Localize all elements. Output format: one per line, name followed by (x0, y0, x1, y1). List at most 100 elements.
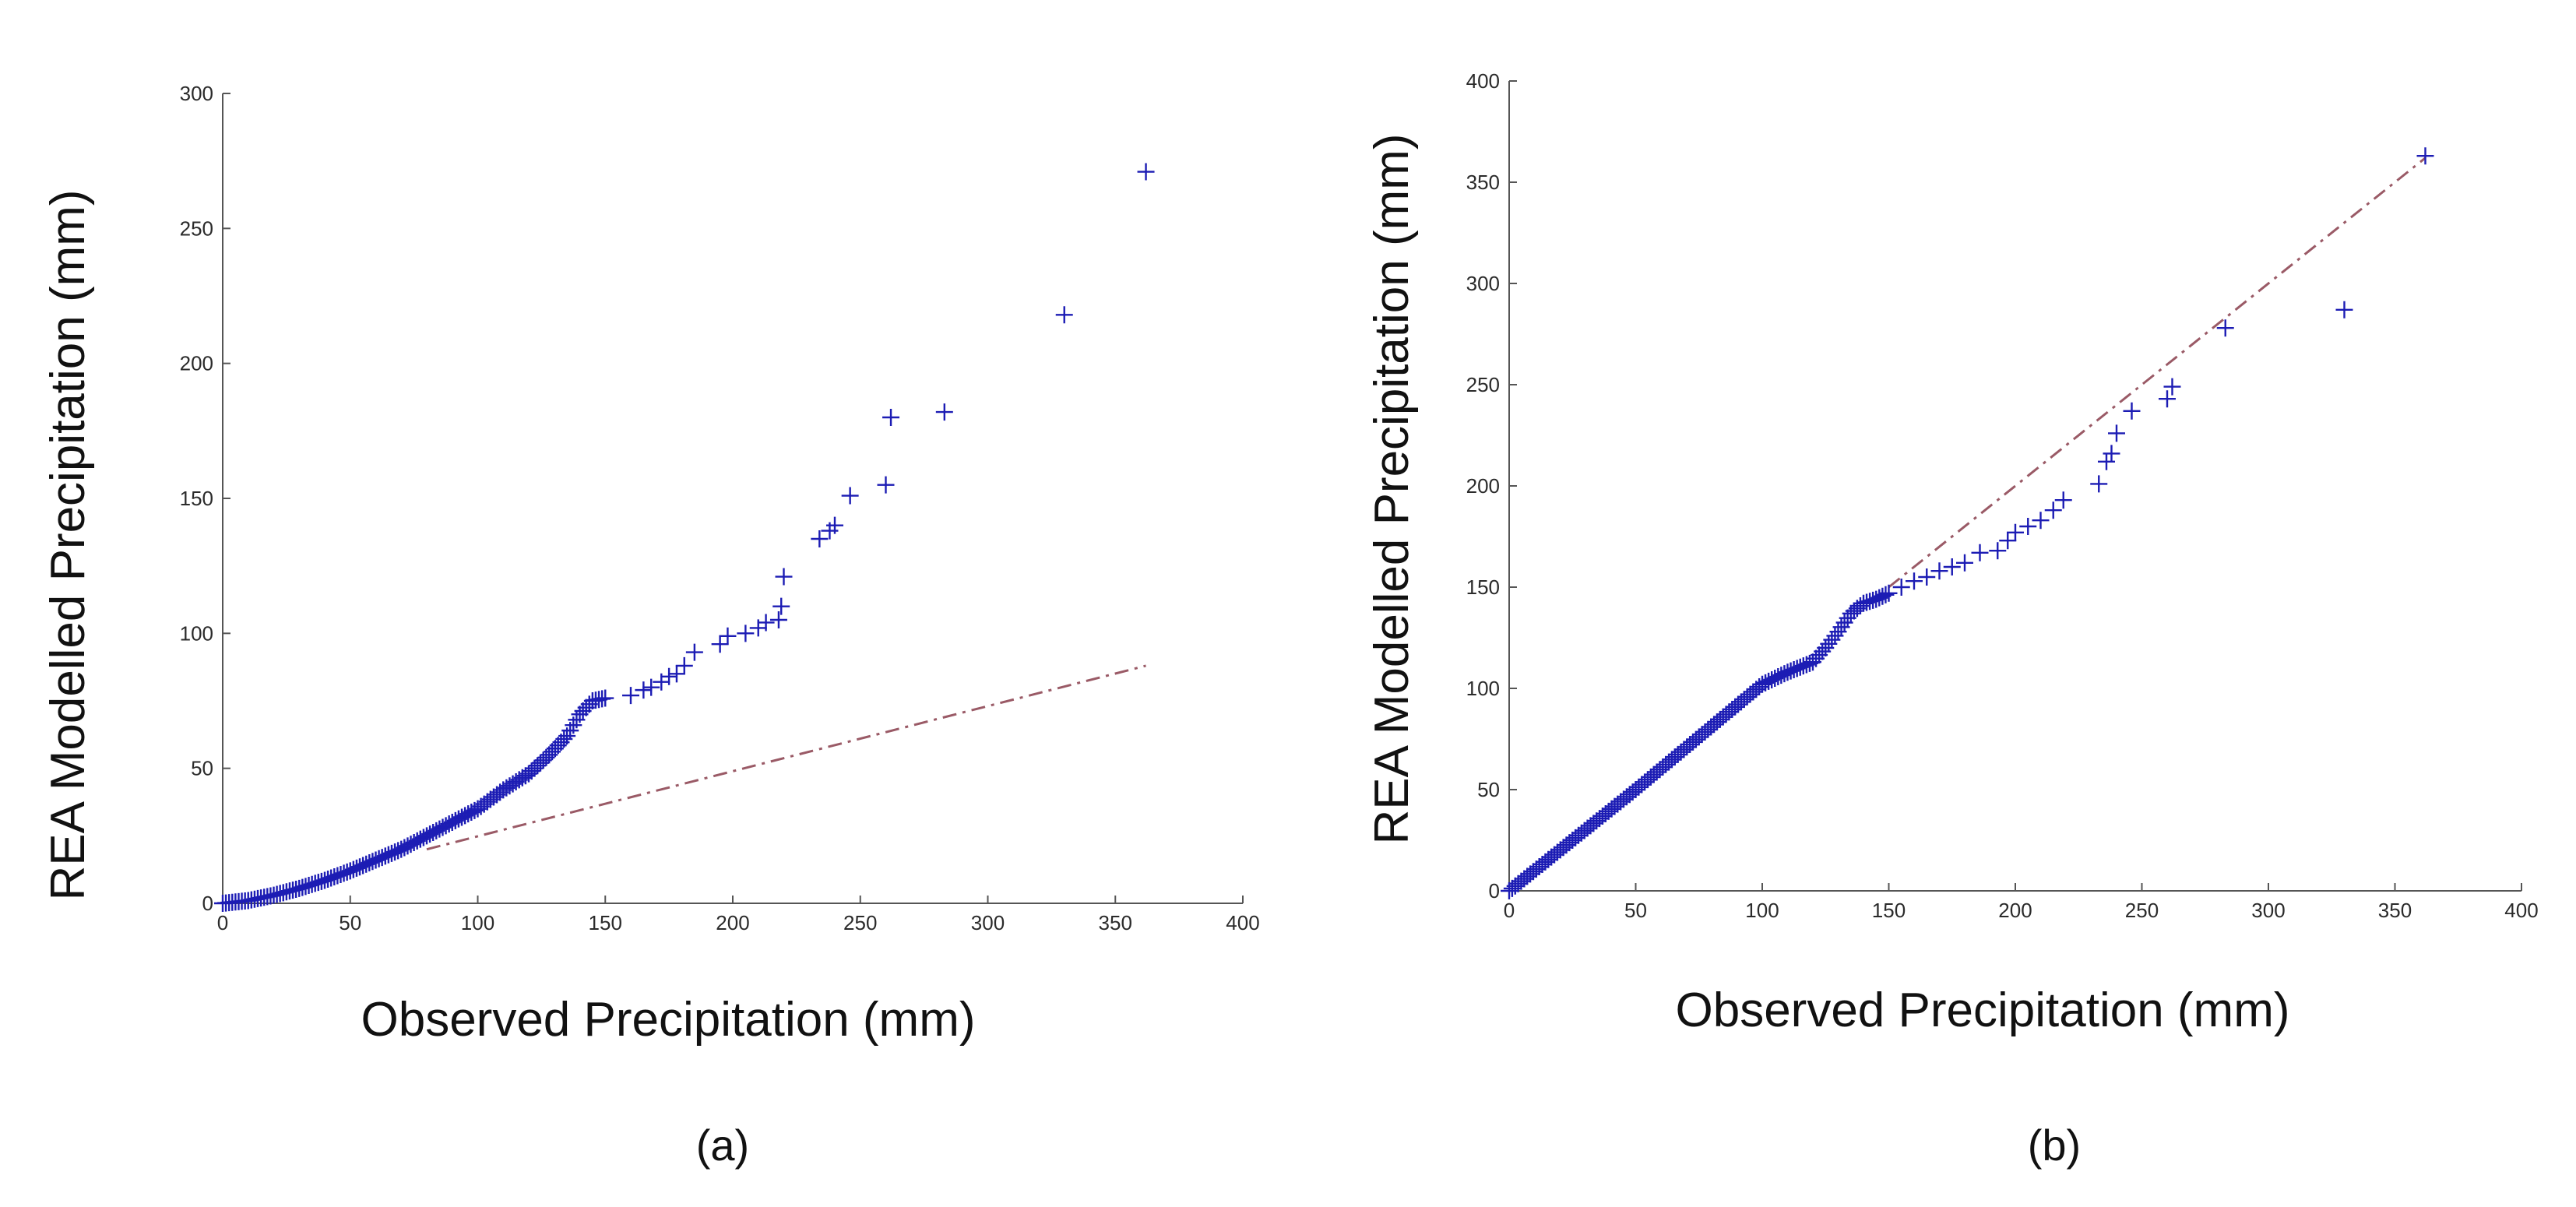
x-tick-label: 0 (1504, 899, 1515, 922)
data-point (2416, 147, 2434, 165)
data-point (667, 665, 685, 683)
data-point (775, 568, 793, 586)
data-point (1826, 627, 1844, 645)
x-tick-label: 100 (1745, 899, 1779, 922)
x-tick-label: 250 (843, 911, 877, 934)
x-tick-label: 350 (2378, 899, 2412, 922)
y-tick-label: 300 (1466, 272, 1500, 295)
x-axis-label-a: Observed Precipitation (mm) (361, 993, 975, 1047)
data-point (2054, 491, 2072, 509)
data-point (711, 635, 729, 653)
data-point (2163, 378, 2181, 396)
x-axis-label-b: Observed Precipitation (mm) (1675, 984, 2289, 1037)
data-point (769, 611, 787, 628)
data-point (882, 409, 900, 426)
data-point (2090, 475, 2108, 493)
reference-line-b (1888, 157, 2426, 589)
data-point (2019, 518, 2037, 535)
data-point (2032, 512, 2050, 530)
y-tick-label: 200 (180, 352, 213, 375)
data-points-a (214, 163, 1155, 912)
data-point (2108, 424, 2125, 442)
y-tick-label: 350 (1466, 171, 1500, 194)
data-point (935, 403, 953, 421)
y-tick-label: 0 (1489, 879, 1500, 903)
data-point (877, 476, 895, 494)
x-tick-label: 150 (589, 911, 622, 934)
panel-label-b: (b) (2028, 1121, 2081, 1170)
data-point (2044, 501, 2062, 519)
data-point (2216, 319, 2234, 337)
data-point (1918, 568, 1936, 586)
reference-line (426, 664, 1146, 851)
x-tick-label: 200 (1998, 899, 2032, 922)
y-tick-label: 50 (191, 757, 213, 780)
x-tick-label: 50 (339, 911, 361, 934)
data-point (1055, 306, 1073, 324)
y-tick-label: 300 (180, 82, 213, 105)
data-point (1892, 579, 1910, 596)
data-point (841, 487, 859, 505)
y-ticks-a: 0 50 100 150 200 250 300 (180, 82, 231, 915)
data-point (1877, 586, 1895, 604)
x-tick-label: 400 (1226, 911, 1259, 934)
y-tick-label: 250 (1466, 373, 1500, 396)
x-tick-label: 300 (2251, 899, 2285, 922)
data-point (2007, 523, 2024, 541)
reference-line (1888, 157, 2426, 589)
y-tick-label: 150 (1466, 575, 1500, 599)
y-tick-label: 0 (202, 892, 213, 915)
y-tick-label: 150 (180, 487, 213, 510)
x-tick-label: 0 (217, 911, 228, 934)
data-point (622, 687, 639, 705)
data-point (737, 625, 755, 642)
data-point (642, 678, 660, 696)
y-tick-label: 400 (1466, 69, 1500, 93)
x-tick-label: 350 (1099, 911, 1132, 934)
data-point (596, 689, 614, 707)
x-ticks-b: 0 50 100 150 200 250 300 350 400 (1504, 883, 2539, 922)
reference-line-a (426, 664, 1146, 851)
data-point (757, 614, 775, 632)
x-tick-label: 50 (1624, 899, 1647, 922)
x-tick-label: 250 (2125, 899, 2159, 922)
data-point (1835, 614, 1853, 632)
data-point (1880, 584, 1898, 602)
y-tick-label: 100 (1466, 677, 1500, 700)
data-point (1989, 542, 2007, 560)
data-point (2335, 301, 2353, 318)
panel-b: 0 50 100 150 200 250 300 350 400 0 50 100 150 200 250… (1365, 69, 2539, 1170)
panel-a: 0 50 100 150 200 250 300 350 400 0 50 100 150 200 250… (41, 82, 1260, 1170)
panel-label-a: (a) (696, 1121, 749, 1170)
y-ticks-b: 0 50 100 150 200 250 300 350 400 (1466, 69, 1517, 903)
data-point (660, 667, 678, 685)
data-point (1906, 572, 1923, 590)
data-point (1930, 562, 1948, 580)
data-point (1829, 623, 1847, 641)
x-tick-label: 150 (1872, 899, 1906, 922)
data-point (826, 516, 843, 534)
x-tick-label: 400 (2504, 899, 2538, 922)
data-points-b (1501, 147, 2434, 899)
data-point (2159, 390, 2176, 408)
y-axis-label-a: REA Modelled Precipitation (mm) (41, 189, 95, 900)
data-point (2123, 402, 2141, 420)
data-point (1956, 554, 1973, 572)
data-point (2103, 445, 2120, 463)
y-axis-label-b: REA Modelled Precipitation (mm) (1365, 133, 1419, 844)
data-point (685, 643, 703, 661)
data-point (1943, 558, 1961, 575)
data-point (772, 597, 790, 615)
data-point (1137, 163, 1155, 181)
x-tick-label: 100 (461, 911, 494, 934)
x-ticks-a: 0 50 100 150 200 250 300 350 400 (217, 896, 1260, 934)
data-point (1999, 532, 2017, 550)
y-tick-label: 200 (1466, 474, 1500, 498)
data-point (1832, 618, 1850, 636)
data-point (719, 627, 737, 645)
data-point (675, 656, 693, 674)
plot-area-a (223, 93, 1243, 903)
x-tick-label: 200 (716, 911, 749, 934)
data-point (811, 530, 829, 547)
